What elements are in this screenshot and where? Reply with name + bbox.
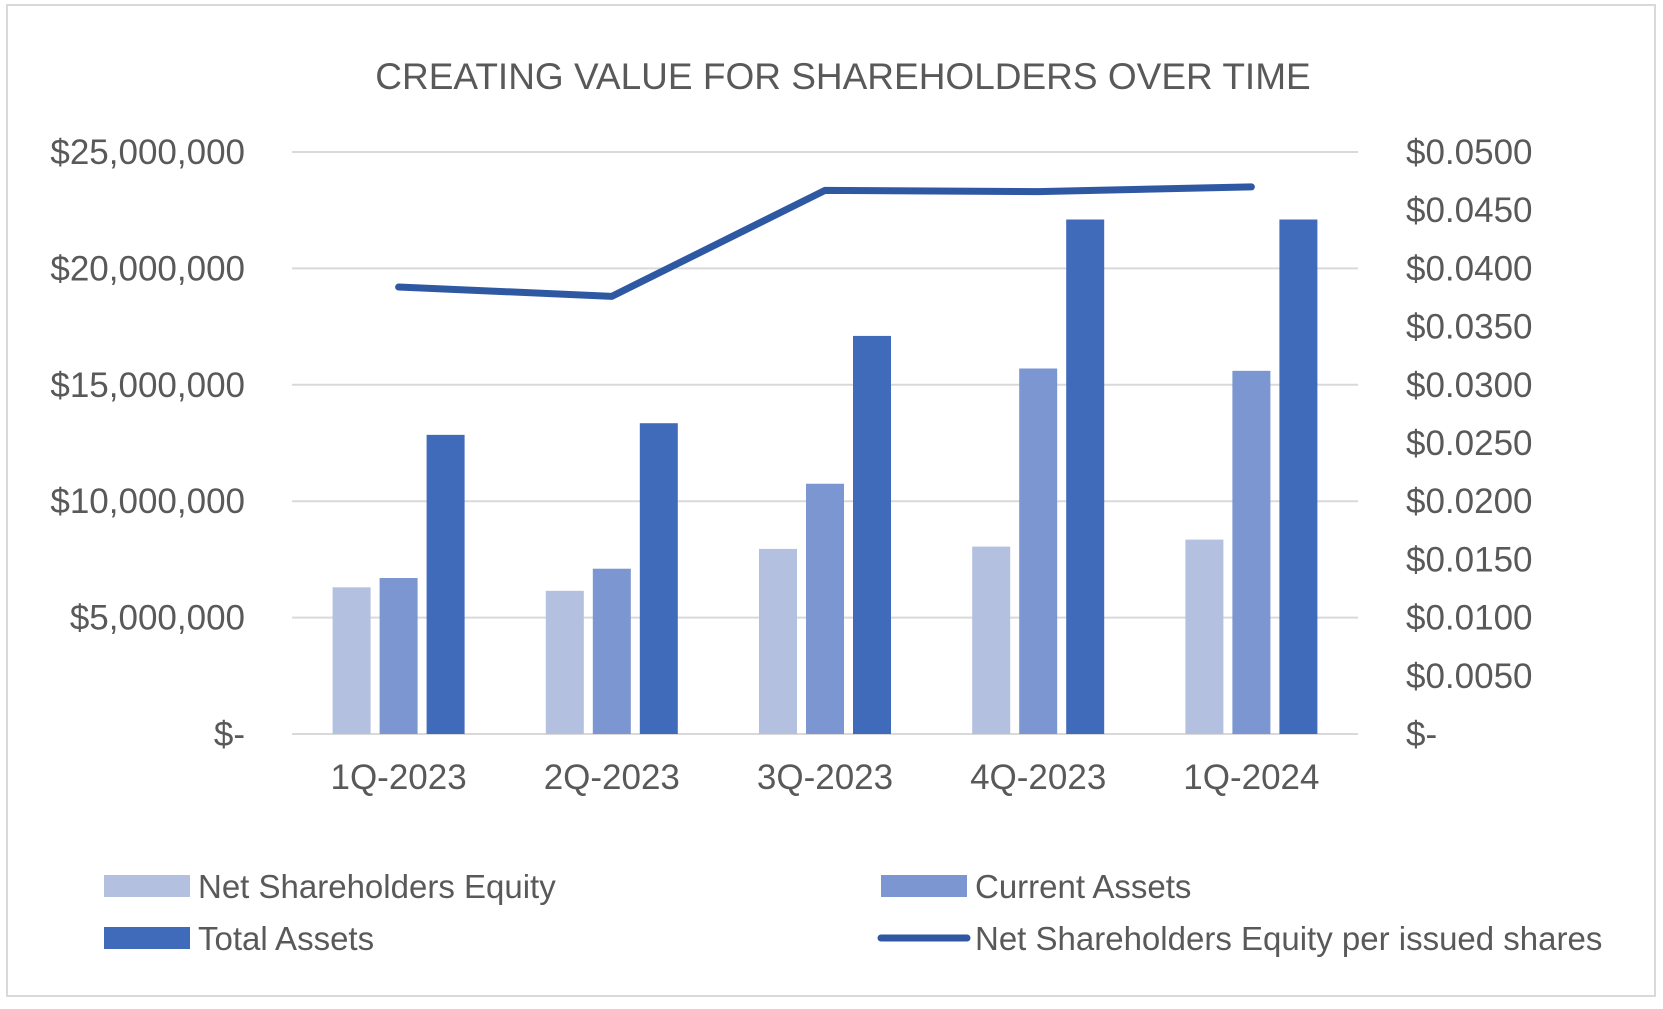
legend-label: Net Shareholders Equity [198,868,556,905]
right-axis-tick-label: $0.0100 [1406,599,1533,638]
bar-net-shareholders-equity [972,546,1011,734]
chart-title: CREATING VALUE FOR SHAREHOLDERS OVER TIM… [375,56,1310,97]
legend-item: Net Shareholders Equity per issued share… [877,920,1602,957]
left-axis-tick-label: $25,000,000 [50,133,245,172]
right-axis-tick-label: $0.0200 [1406,482,1533,521]
x-axis-tick-label: 1Q-2024 [1183,758,1319,797]
right-axis-tick-label: $0.0150 [1406,540,1533,579]
chart-svg: CREATING VALUE FOR SHAREHOLDERS OVER TIM… [50,56,1602,957]
bar-total-assets [639,423,678,734]
legend-item: Net Shareholders Equity [104,868,556,905]
bar-current-assets [379,578,418,734]
bar-total-assets [1279,219,1318,735]
legend-swatch [104,875,190,897]
line-net-shareholders-equity-per-issued-shares [395,183,1255,300]
legend-item: Total Assets [104,920,374,957]
x-axis-tick-label: 3Q-2023 [757,758,893,797]
legend-swatch [881,875,967,897]
bar-current-assets [1232,370,1271,734]
right-axis-tick-label: $0.0400 [1406,249,1533,288]
right-axis-ticks: $- $0.0050 $0.0100 $0.0150 $0.0200 $0.0250 $0.… [1406,133,1533,754]
legend-item: Current Assets [881,868,1191,905]
right-axis-tick-label: $0.0250 [1406,424,1533,463]
left-axis-ticks: $- $5,000,000 $10,000,000 $15,000,000 $20,00… [50,133,245,754]
left-axis-tick-label: $15,000,000 [50,366,245,405]
x-axis-tick-label: 2Q-2023 [544,758,680,797]
right-axis-tick-label: $0.0500 [1406,133,1533,172]
right-axis-tick-label: $0.0350 [1406,308,1533,347]
bar-current-assets [806,483,844,734]
bar-total-assets [853,335,891,734]
x-axis-tick-label: 4Q-2023 [970,758,1106,797]
bar-current-assets [1019,368,1058,734]
right-axis-tick-label: $0.0050 [1406,657,1533,696]
legend-label: Net Shareholders Equity per issued share… [975,920,1602,957]
bar-net-shareholders-equity [1185,539,1224,734]
legend-label: Current Assets [975,868,1191,905]
bar-total-assets [426,434,465,734]
left-axis-tick-label: $- [214,715,245,754]
right-axis-tick-label: $0.0450 [1406,191,1533,230]
x-axis-tick-label: 1Q-2023 [330,758,466,797]
bar-total-assets [1066,219,1105,735]
chart-frame: CREATING VALUE FOR SHAREHOLDERS OVER TIM… [6,4,1656,997]
line-series [395,183,1255,300]
left-axis-tick-label: $10,000,000 [50,482,245,521]
bar-net-shareholders-equity [545,590,584,734]
bar-current-assets [592,568,631,734]
left-axis-tick-label: $20,000,000 [50,249,245,288]
bar-net-shareholders-equity [332,587,371,734]
bar-net-shareholders-equity [759,548,797,734]
legend: Net Shareholders Equity Current Assets Tot… [104,868,1602,957]
x-axis-tick-labels: 1Q-2023 2Q-2023 3Q-2023 4Q-2023 1Q-2024 [330,758,1319,797]
bar-series [332,219,1318,735]
right-axis-tick-label: $0.0300 [1406,366,1533,405]
right-axis-tick-label: $- [1406,715,1437,754]
legend-label: Total Assets [198,920,374,957]
legend-swatch [104,927,190,949]
left-axis-tick-label: $5,000,000 [70,599,245,638]
